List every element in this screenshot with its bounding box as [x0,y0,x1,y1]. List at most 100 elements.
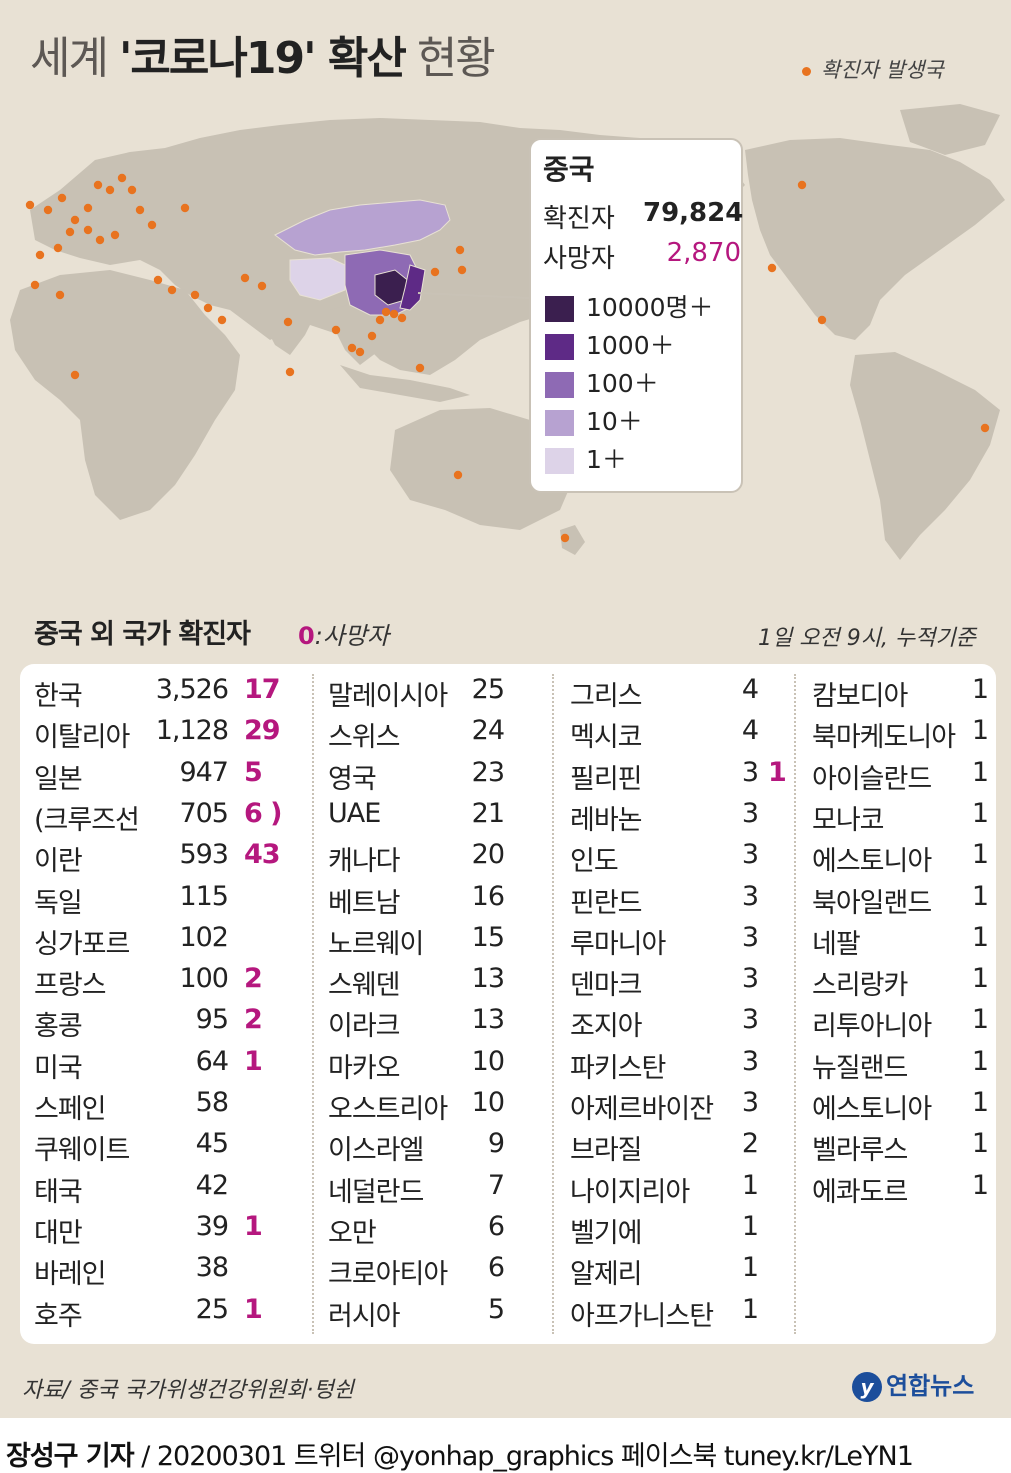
case-count: 21 [471,797,505,829]
case-count: 3 [741,797,759,829]
country-name: 미국 [34,1052,83,1084]
table-row: 에콰도르 1 [812,1170,1011,1208]
case-dot [257,281,267,291]
scale-label: 1＋ [586,445,627,474]
country-name: 캐나다 [328,846,401,878]
table-row: 벨기에 1 [570,1211,830,1249]
case-count: 15 [471,921,505,953]
table-row: 루마니아 3 [570,922,830,960]
country-name: 일본 [34,763,83,795]
map-legend: 확진자 발생국 [802,54,944,84]
country-name: 노르웨이 [328,928,424,960]
table-row: 네덜란드 7 [328,1170,588,1208]
landmass-australia [390,408,575,530]
country-name: 한국 [34,681,83,712]
case-count: 20 [471,839,505,871]
case-dot [167,285,177,295]
world-map [10,104,1005,560]
table-row: 북아일랜드 1 [812,880,1011,919]
case-count: 42 [195,1169,229,1201]
country-name: 레바논 [570,804,643,836]
table-row: 스페인 58 [34,1087,294,1125]
case-count: 23 [471,756,505,788]
case-dot [147,220,157,230]
table-row: 독일 115 [34,881,294,919]
case-dot [70,370,80,380]
case-count: 13 [471,1004,505,1036]
country-name: (크루즈선 [34,804,140,836]
case-dot [797,180,807,190]
case-count: 1 [971,756,989,788]
table-row: 그리스 4 [570,674,830,712]
china-callout: 중국 확진자 79,824 사망자 2,870 10000명＋ 1000＋ 100＋ 10… [529,138,743,493]
country-name: 캄보디아 [812,681,908,712]
country-name: 러시아 [328,1300,401,1332]
case-count: 3 [741,756,759,788]
table-row: 오스트리아 10 [328,1087,588,1125]
death-key: 0:사망자 [298,622,390,650]
case-count: 1 [741,1293,759,1325]
case-dots [25,173,990,543]
case-count: 593 [179,839,229,871]
case-dot [367,331,377,341]
case-dot [43,205,53,215]
case-count: 1 [971,880,989,912]
country-name: 브라질 [570,1135,643,1167]
china-deaths: 사망자 2,870 [543,238,741,274]
case-count: 3 [741,1045,759,1077]
china-region-north [274,199,451,256]
scale-label: 10＋ [586,407,643,436]
table-row: 이란 593 43 [34,839,294,877]
case-count: 102 [179,921,229,953]
country-name: 조지아 [570,1011,643,1043]
country-name: 프랑스 [34,970,107,1002]
table-row: 덴마크 3 [570,963,830,1001]
case-dot [347,343,357,353]
case-count: 705 [179,797,229,829]
table-row: 아이슬란드 1 [812,756,1011,795]
table-row: 벨라루스 1 [812,1128,1011,1166]
table-row: 북마케도니아 1 [812,715,1011,754]
country-name: 베트남 [328,887,401,919]
case-dot [355,347,365,357]
country-name: 싱가포르 [34,928,130,960]
case-dot [35,250,45,260]
case-dot [83,225,93,235]
yonhap-logo-icon: y [852,1372,882,1402]
case-count: 1 [971,1128,989,1160]
column-divider [312,674,314,1334]
case-count: 1 [971,1087,989,1118]
source-note: 자료/ 중국 국가위생건강위원회·텅쉰 [22,1378,354,1403]
country-name: 바레인 [34,1259,107,1291]
case-dot [180,203,190,213]
country-name: 아이슬란드 [812,763,932,795]
case-dot-icon [802,66,811,76]
table-row: 핀란드 3 [570,881,830,919]
table-row: 알제리 1 [570,1252,830,1290]
country-name: 이탈리아 [34,722,130,754]
case-dot [30,280,40,290]
case-count: 38 [195,1252,229,1284]
country-name: 네덜란드 [328,1176,424,1208]
table-row: 한국 3,526 17 [34,674,294,712]
landmass-se-asia [330,300,385,365]
table-row: 이스라엘 9 [328,1128,588,1167]
china-title: 중국 [543,153,595,186]
table-row: 바레인 38 [34,1252,294,1291]
country-name: 북마케도니아 [812,722,956,754]
table-row: 미국 64 1 [34,1046,294,1084]
case-count: 10 [471,1045,505,1077]
table-row: 모나코 1 [812,798,1011,836]
scale-label: 1000＋ [586,331,675,360]
case-count: 4 [741,715,759,747]
country-name: 이스라엘 [328,1135,424,1167]
case-count: 1 [971,963,989,995]
case-count: 13 [471,963,505,995]
country-name: 호주 [34,1300,83,1332]
table-row: 말레이시아 25 [328,674,588,712]
case-dot [397,313,407,323]
yonhap-logo: y 연합뉴스 [852,1366,974,1402]
table-row: 대만 39 1 [34,1211,294,1249]
country-name: 모나코 [812,804,885,836]
case-dot [83,203,93,213]
